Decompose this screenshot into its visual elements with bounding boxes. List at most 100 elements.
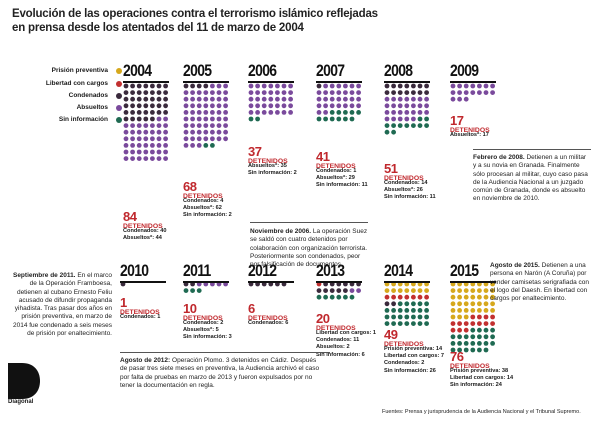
dot-mark xyxy=(411,288,416,293)
dot-mark xyxy=(463,327,469,333)
dot-mark xyxy=(463,83,469,89)
dot-mark xyxy=(130,90,136,95)
dot-mark xyxy=(248,116,254,122)
dot-mark xyxy=(183,123,189,128)
detained-label: DETENIDOS xyxy=(248,158,288,165)
dot-mark xyxy=(130,123,136,128)
breakdown-line: Condenados: 2 xyxy=(183,320,224,326)
dot-mark xyxy=(223,116,229,122)
dot-mark xyxy=(316,96,322,102)
dot-mark xyxy=(356,288,361,293)
dot-mark xyxy=(156,116,162,122)
note-feb-2008: Febrero de 2008. Detienen a un militar y… xyxy=(473,154,591,204)
dot-mark xyxy=(417,83,423,89)
dot-mark xyxy=(316,83,322,89)
year-breakdown: Condenados: 6 xyxy=(248,320,288,327)
dot-mark xyxy=(470,334,476,340)
dot-mark xyxy=(384,110,390,115)
breakdown-line: Condenados: 1 xyxy=(120,314,161,320)
dot-mark xyxy=(203,110,209,115)
dot-mark xyxy=(483,334,489,340)
breakdown-line: Sin información: 6 xyxy=(316,351,365,358)
dot-mark xyxy=(397,103,403,109)
dot-mark xyxy=(457,288,462,293)
dot-mark xyxy=(281,90,287,95)
dot-mark xyxy=(216,129,222,135)
note-ago-2012-head: Agosto de 2012: xyxy=(120,357,171,364)
dot-mark xyxy=(196,103,202,109)
dot-mark xyxy=(490,294,495,300)
year-breakdown: Libertad con cargos: 1 Condenados: 11 Absu… xyxy=(316,330,376,359)
dot-mark xyxy=(223,90,229,95)
dot-mark xyxy=(349,83,355,89)
dot-mark xyxy=(483,288,489,293)
dot-mark xyxy=(411,294,416,300)
dot-mark xyxy=(417,96,423,102)
breakdown-line: Sin información: 24 xyxy=(450,382,502,389)
year-label: 2012 xyxy=(248,261,277,280)
dot-mark xyxy=(156,90,162,95)
dot-mark xyxy=(349,103,355,109)
dot-mark xyxy=(411,90,416,95)
dot-mark xyxy=(477,301,482,307)
detained-number: 20 xyxy=(316,311,330,326)
dot-mark xyxy=(483,294,489,300)
year-rule xyxy=(316,81,362,83)
detained-label: DETENIDOS xyxy=(183,193,223,200)
dot-mark xyxy=(450,321,456,326)
dot-mark xyxy=(483,347,489,353)
dot-mark xyxy=(329,110,335,115)
note-sep-2011-body: En el marco de la Operación Framboesa, d… xyxy=(12,272,112,338)
dot-mark xyxy=(136,143,142,148)
dot-mark xyxy=(343,90,348,95)
dot-mark xyxy=(384,321,390,326)
breakdown-line: Condenados: 6 xyxy=(248,320,289,326)
detained-number: 37 xyxy=(248,144,262,159)
dot-mark xyxy=(349,110,355,115)
year-label: 2010 xyxy=(120,261,149,280)
dot-mark xyxy=(417,301,423,307)
breakdown-line: Absueltos*: 62 xyxy=(183,205,222,212)
dot-mark xyxy=(397,83,403,89)
dot-mark xyxy=(336,96,342,102)
year-rule xyxy=(384,281,430,283)
dot-mark xyxy=(450,301,456,307)
dot-mark xyxy=(336,116,342,122)
year-label: 2007 xyxy=(316,61,345,80)
dot-mark xyxy=(163,83,169,89)
dot-mark xyxy=(384,308,390,313)
dot-mark xyxy=(470,321,476,326)
dot-mark xyxy=(150,83,155,89)
dot-mark xyxy=(248,110,254,115)
dot-mark xyxy=(183,129,189,135)
dot-mark xyxy=(411,116,416,122)
detained-label: DETENIDOS xyxy=(384,341,424,348)
dot-mark xyxy=(417,288,423,293)
detained-label: DETENIDOS xyxy=(248,315,288,322)
dot-mark xyxy=(190,123,196,128)
dot-mark xyxy=(150,96,155,102)
dot-mark xyxy=(424,308,429,313)
dot-mark xyxy=(450,90,456,95)
dot-mark xyxy=(411,96,416,102)
detained-label: DETENIDOS xyxy=(450,127,490,134)
breakdown-line: Condenados: 11 xyxy=(316,337,360,344)
dot-mark xyxy=(123,129,129,135)
detained-number: 49 xyxy=(384,327,398,342)
dot-mark xyxy=(391,83,396,89)
dot-mark xyxy=(404,116,410,122)
dot-mark xyxy=(424,110,429,115)
year-rule xyxy=(450,81,496,83)
dot-mark xyxy=(136,116,142,122)
dot-mark xyxy=(424,314,429,320)
dot-mark xyxy=(190,110,196,115)
dot-mark xyxy=(123,156,129,162)
dot-mark xyxy=(356,90,361,95)
dot-mark xyxy=(397,314,403,320)
dot-mark xyxy=(384,90,390,95)
dot-mark xyxy=(457,90,462,95)
dot-mark xyxy=(136,129,142,135)
dot-mark xyxy=(183,143,189,148)
dot-mark xyxy=(483,341,489,346)
